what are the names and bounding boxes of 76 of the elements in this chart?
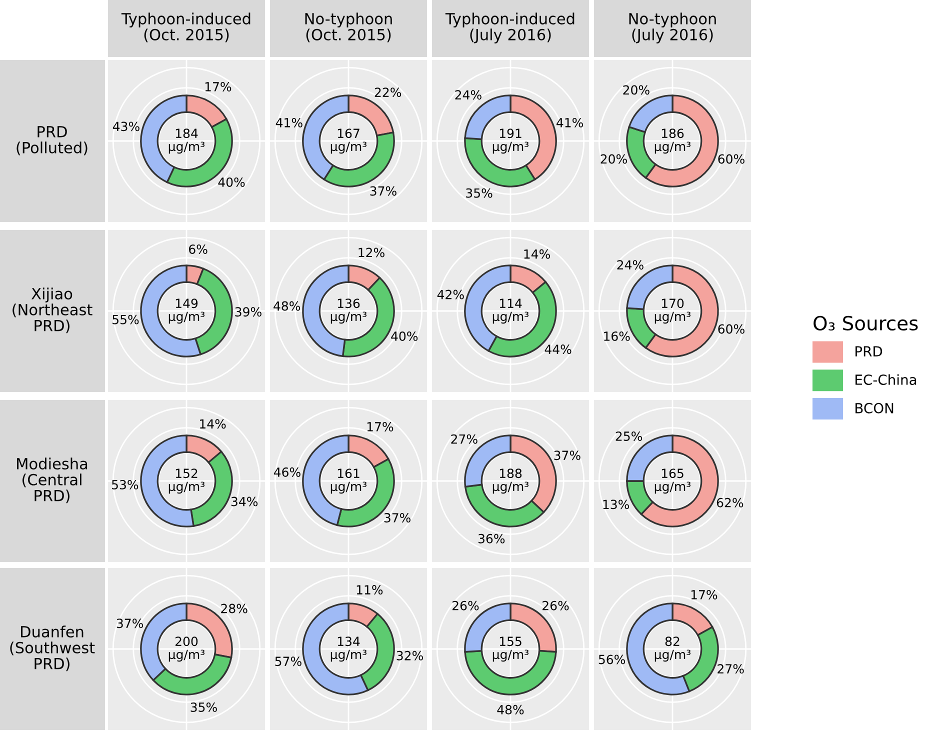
data-label: 17% (205, 82, 232, 92)
data-label: 20% (600, 154, 627, 164)
data-label: 26% (452, 600, 479, 610)
text: PRD (Polluted) (16, 126, 88, 156)
data-label: 35% (466, 188, 492, 198)
data-label: 41% (276, 118, 302, 128)
legend-label: PRD (856, 346, 882, 356)
data-label: 46% (274, 467, 300, 477)
data-label: 16% (604, 331, 630, 341)
data-label: 27% (451, 434, 478, 444)
chart-title: Typhoon-induced (Oct. 2015) (121, 12, 250, 42)
data-label: 43% (112, 122, 140, 132)
text: 186 μg/m³ (654, 128, 691, 154)
text: 165 μg/m³ (654, 468, 691, 494)
text: Xijiao (Northeast PRD) (12, 288, 92, 334)
data-label: 37% (370, 186, 396, 196)
data-label: 14% (200, 419, 226, 429)
data-label: 40% (391, 331, 418, 341)
data-label: 36% (478, 534, 505, 544)
text: 170 μg/m³ (654, 298, 691, 324)
data-label: 6% (189, 244, 208, 254)
text: Modiesha (Central PRD) (17, 458, 88, 504)
legend-title: O₃ Sources (814, 316, 918, 331)
text: 161 μg/m³ (330, 468, 367, 494)
data-label: 39% (235, 307, 262, 317)
chart-title: Typhoon-induced (July 2016) (445, 12, 574, 44)
data-label: 62% (716, 498, 744, 508)
text: 114 μg/m³ (492, 298, 529, 324)
data-label: 11% (356, 585, 383, 595)
data-label: 34% (231, 496, 258, 506)
data-label: 37% (116, 618, 144, 628)
text: Duanfen (Southwest PRD) (10, 626, 95, 672)
data-label: 24% (455, 90, 482, 100)
data-label: 27% (718, 664, 744, 674)
chart-title: No-typhoon (July 2016) (629, 12, 716, 44)
data-label: 56% (598, 654, 626, 664)
data-label: 48% (274, 301, 300, 311)
data-label: 41% (556, 118, 584, 128)
data-label: 17% (367, 422, 394, 432)
text: 82 μg/m³ (654, 636, 691, 662)
data-label: 40% (218, 177, 245, 187)
text: 167 μg/m³ (330, 128, 367, 154)
chart-title: No-typhoon (Oct. 2015) (305, 12, 392, 42)
legend-label: BCON (856, 402, 894, 414)
data-label: 53% (112, 480, 138, 490)
data-label: 25% (616, 432, 642, 441)
data-label: 28% (221, 604, 248, 614)
data-label: 60% (718, 154, 744, 164)
data-label: 24% (617, 260, 644, 270)
data-label: 60% (718, 324, 744, 334)
text: 191 μg/m³ (492, 128, 529, 154)
text: 136 μg/m³ (330, 298, 367, 324)
data-label: 55% (112, 314, 139, 324)
data-label: 57% (275, 656, 302, 666)
data-label: 22% (374, 88, 402, 98)
data-label: 37% (554, 450, 580, 460)
text: 152 μg/m³ (168, 468, 205, 494)
data-label: 44% (544, 344, 572, 354)
text: 149 μg/m³ (168, 298, 205, 324)
data-label: 26% (542, 600, 569, 610)
text: 200 μg/m³ (168, 636, 205, 662)
text: 134 μg/m³ (330, 636, 367, 662)
data-label: 48% (497, 704, 524, 714)
data-label: 35% (190, 702, 217, 712)
text: 155 μg/m³ (492, 636, 529, 662)
text: 188 μg/m³ (492, 468, 529, 494)
data-label: 42% (437, 290, 464, 300)
data-label: 12% (358, 248, 384, 258)
data-label: 17% (691, 590, 718, 600)
legend-label: EC-China (856, 374, 916, 385)
text: 184 μg/m³ (168, 128, 205, 154)
data-label: 37% (384, 513, 411, 522)
data-label: 14% (524, 249, 550, 259)
data-label: 20% (623, 85, 650, 95)
data-label: 32% (396, 650, 423, 660)
data-label: 13% (603, 500, 630, 510)
